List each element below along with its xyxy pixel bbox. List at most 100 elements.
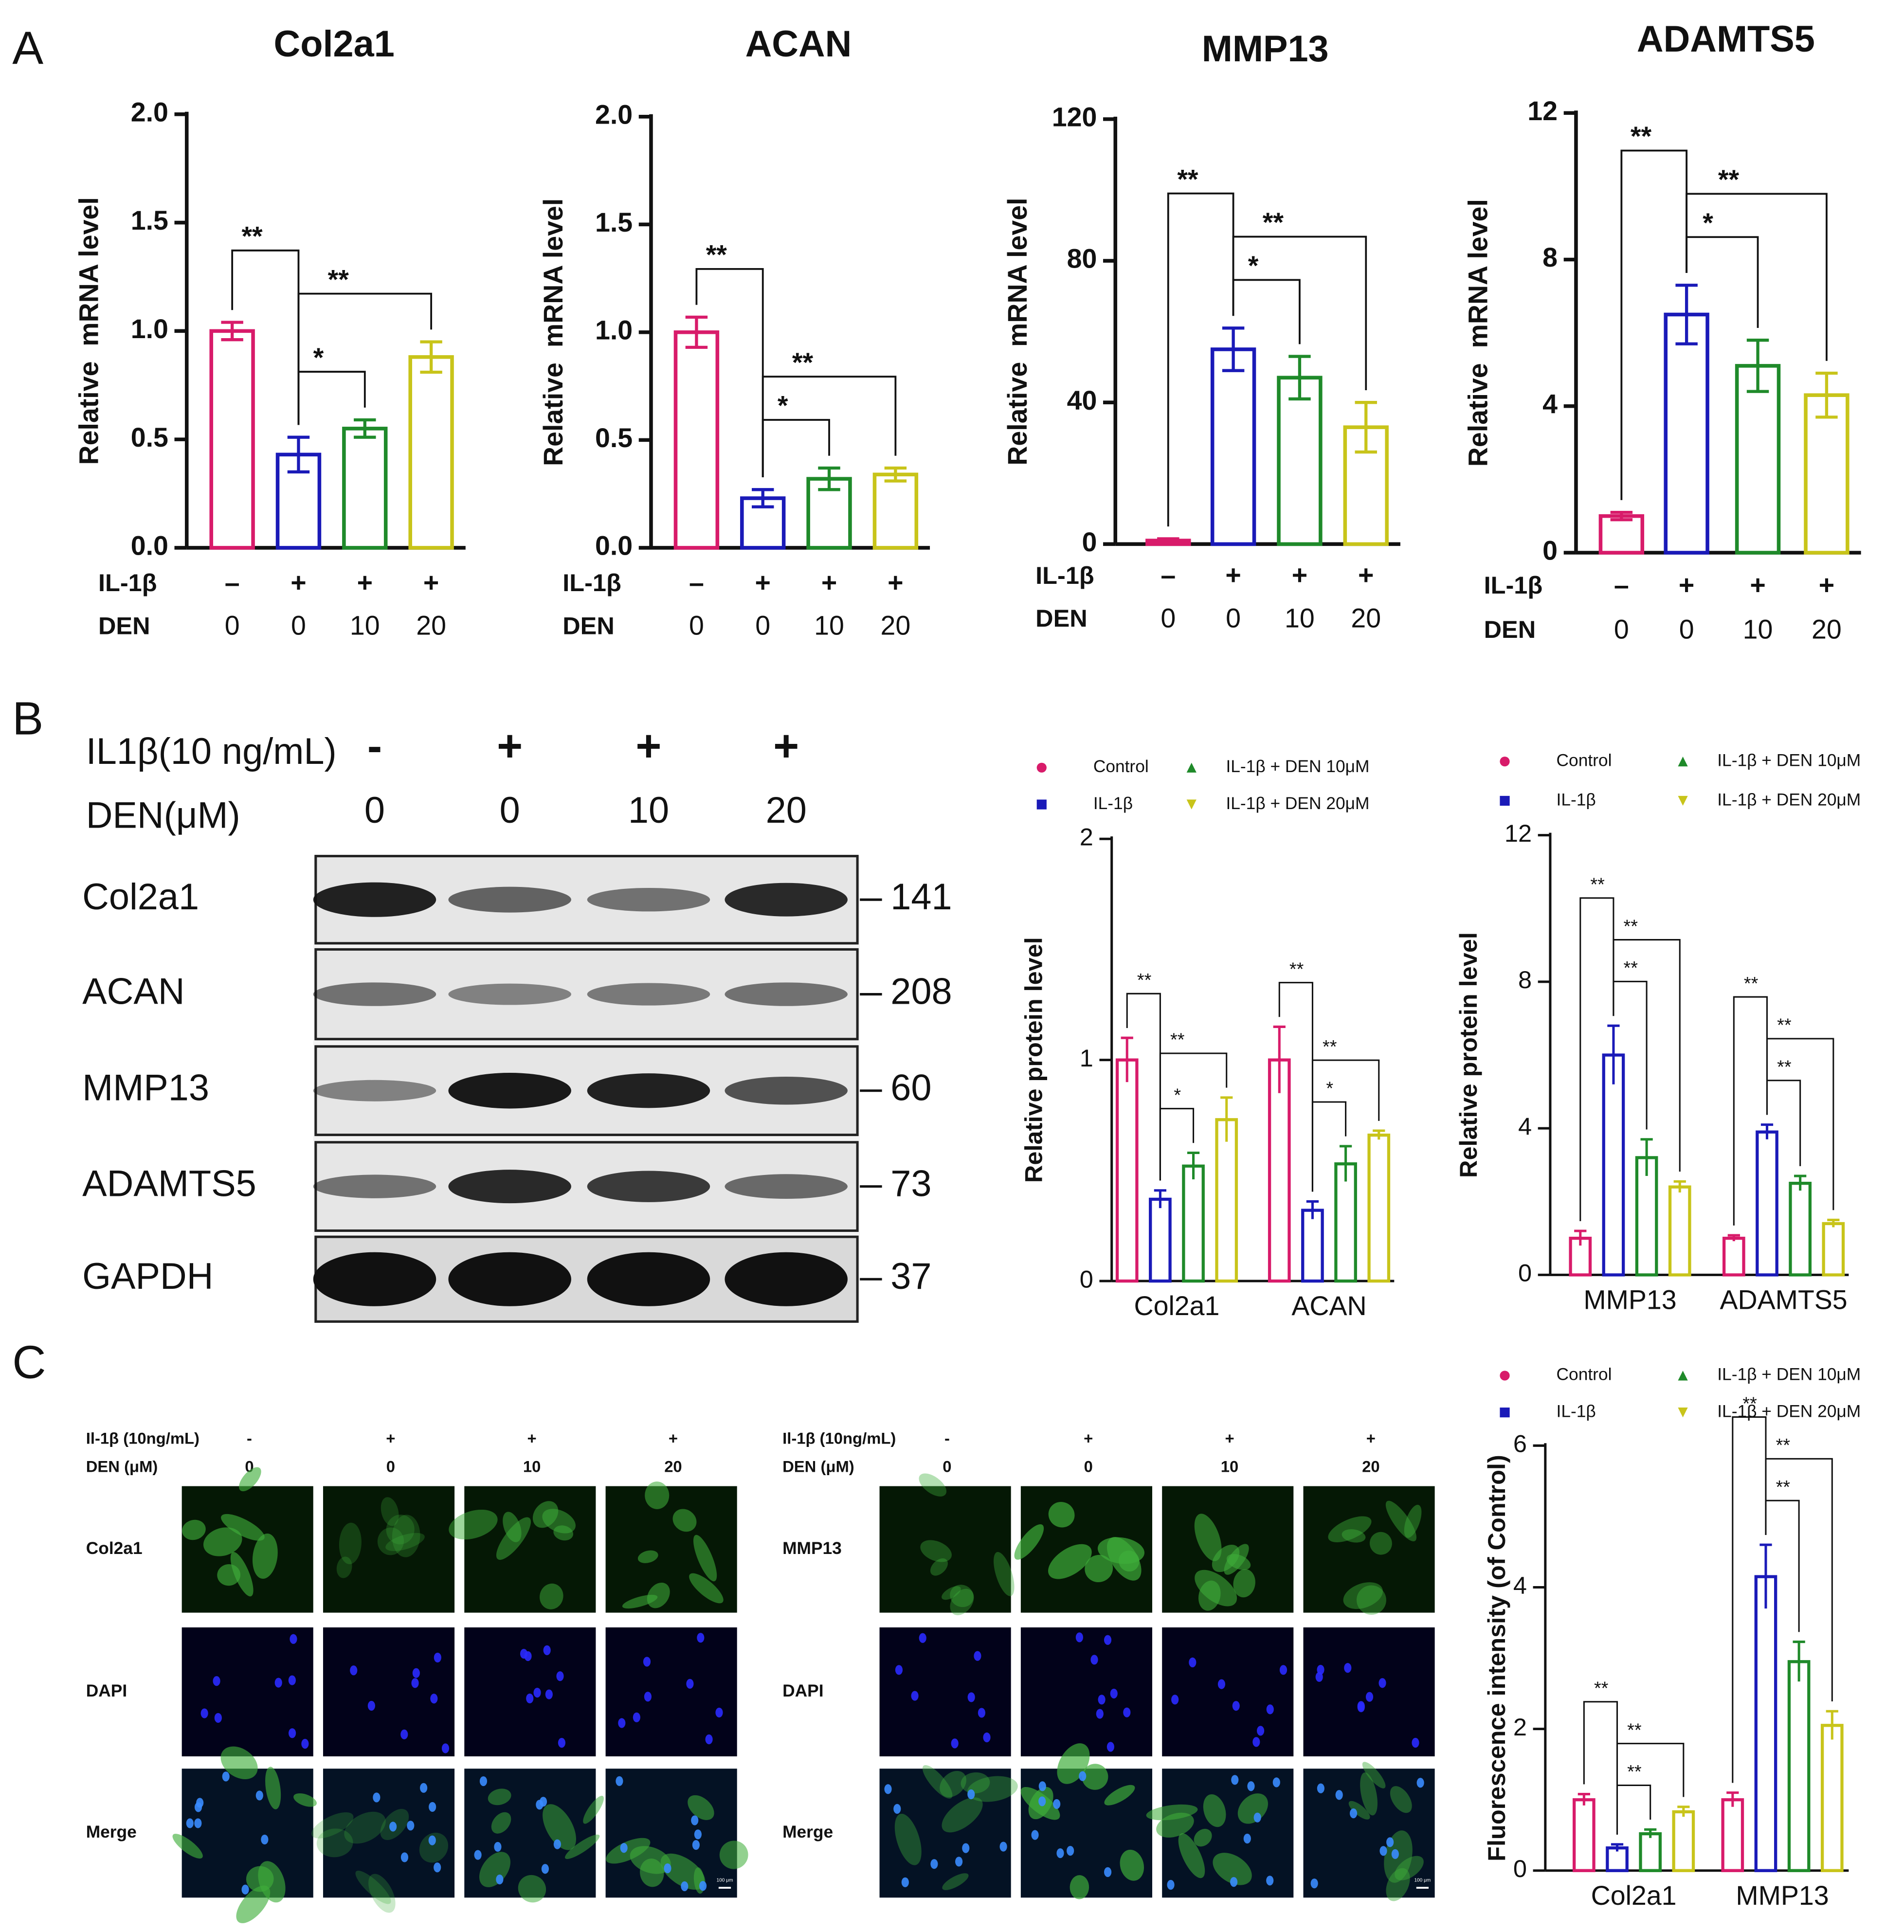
error-bar	[1187, 1151, 1200, 1180]
nucleus	[633, 1712, 640, 1722]
error-bar	[1273, 1025, 1286, 1093]
cell-body	[182, 1519, 206, 1540]
cell-body	[894, 1813, 922, 1865]
nucleus	[1098, 1695, 1106, 1705]
y-tick-label: 0	[1513, 1855, 1527, 1882]
cell-body	[419, 1832, 449, 1863]
y-tick-label: 2.0	[595, 99, 633, 129]
bar	[872, 472, 919, 550]
y-tick-label: 40	[1067, 385, 1097, 415]
significance-bracket	[1232, 279, 1301, 344]
blot-kda-label: 208	[890, 971, 952, 1012]
y-tick-label: 4	[1518, 1112, 1532, 1140]
cell-body	[689, 1573, 724, 1604]
micrograph	[605, 1627, 737, 1756]
nucleus	[1391, 1849, 1399, 1859]
nucleus	[553, 1839, 561, 1849]
nucleus	[350, 1665, 358, 1676]
nucleus	[901, 1877, 909, 1887]
bar	[275, 452, 322, 550]
cell-body	[1369, 1532, 1392, 1555]
microscopy-condition-value: +	[527, 1429, 537, 1447]
microscopy-condition-value: +	[1366, 1429, 1376, 1447]
bar	[1115, 1058, 1139, 1283]
significance-label: **	[1776, 1435, 1791, 1456]
cell-body	[540, 1583, 563, 1609]
error-bar	[1339, 1145, 1352, 1182]
nucleus	[1104, 1867, 1112, 1877]
cell-body	[336, 1556, 352, 1578]
significance-label: *	[1326, 1079, 1333, 1099]
condition-value: 0	[1614, 614, 1629, 644]
error-bar	[1121, 1036, 1133, 1083]
microscopy-condition-value: 20	[1362, 1457, 1379, 1475]
y-tick-label: 4	[1542, 389, 1558, 419]
condition-value: 0	[689, 611, 704, 641]
micrograph	[323, 1486, 455, 1613]
nucleus	[494, 1842, 502, 1852]
condition-value: +	[1750, 570, 1765, 600]
nucleus	[1038, 1796, 1046, 1806]
nucleus	[434, 1652, 441, 1663]
nucleus	[1079, 1771, 1087, 1781]
condition-value: –	[689, 567, 704, 597]
nucleus	[301, 1739, 309, 1749]
nucleus	[1231, 1775, 1239, 1785]
nucleus	[1357, 1701, 1365, 1711]
nucleus	[556, 1671, 564, 1681]
cell-body	[543, 1804, 576, 1850]
bar	[673, 330, 720, 550]
y-axis-label: Fluorescence intensity (of Control)	[1483, 1455, 1510, 1861]
bar	[1754, 1575, 1777, 1872]
y-tick-label: 0.0	[131, 531, 168, 561]
legend-label: IL-1β + DEN 10μM	[1717, 1365, 1861, 1384]
condition-value: 10	[1743, 614, 1773, 644]
cell-body	[1082, 1764, 1108, 1790]
nucleus	[967, 1789, 975, 1800]
nucleus	[643, 1657, 651, 1667]
nucleus	[1123, 1707, 1131, 1717]
micrograph	[323, 1769, 455, 1898]
condition-value: 0	[1226, 603, 1241, 633]
nucleus	[715, 1707, 723, 1718]
cell-body	[1233, 1569, 1255, 1598]
nucleus	[955, 1857, 963, 1867]
nucleus	[496, 1874, 504, 1885]
significance-label: **	[1263, 207, 1284, 237]
microscopy-condition-value: 10	[523, 1457, 541, 1475]
blot-condition-name: DEN(μM)	[86, 794, 240, 836]
microscopy-row-label: DAPI	[782, 1681, 823, 1700]
nucleus	[1096, 1709, 1104, 1719]
bar	[1804, 393, 1850, 555]
microscopy-condition-value: +	[386, 1429, 395, 1447]
blot-band	[313, 982, 436, 1006]
cell-body	[1198, 1580, 1221, 1611]
cell-body	[252, 1533, 278, 1579]
significance-label: **	[1777, 1057, 1792, 1077]
bar	[1789, 1181, 1812, 1277]
error-bar	[1675, 284, 1698, 345]
significance-label: **	[1627, 1762, 1642, 1782]
error-bar	[1794, 1174, 1807, 1191]
legend-marker	[1036, 799, 1047, 810]
condition-value: 10	[1285, 603, 1315, 633]
legend-marker	[1186, 762, 1197, 773]
cell-body	[172, 1834, 203, 1859]
nucleus	[545, 1689, 553, 1699]
cell-body	[1203, 1794, 1226, 1827]
cell-body	[942, 1797, 983, 1833]
y-axis-label: Relative mRNA level	[1002, 198, 1033, 465]
significance-label: *	[1703, 208, 1713, 238]
nucleus	[1167, 1879, 1175, 1890]
legend-label: IL-1β + DEN 20μM	[1226, 794, 1369, 813]
condition-value: +	[1358, 560, 1374, 590]
blot-band	[587, 1073, 710, 1108]
nucleus	[1379, 1846, 1387, 1856]
bar	[1606, 1846, 1629, 1872]
condition-value: 10	[814, 611, 844, 641]
condition-value: +	[290, 567, 306, 597]
nucleus	[999, 1842, 1007, 1852]
cell-body	[246, 1866, 274, 1892]
error-bar	[1826, 1710, 1838, 1740]
cell-body	[203, 1527, 242, 1556]
